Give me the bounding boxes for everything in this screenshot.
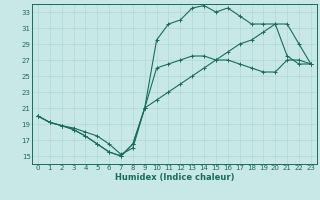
X-axis label: Humidex (Indice chaleur): Humidex (Indice chaleur) (115, 173, 234, 182)
